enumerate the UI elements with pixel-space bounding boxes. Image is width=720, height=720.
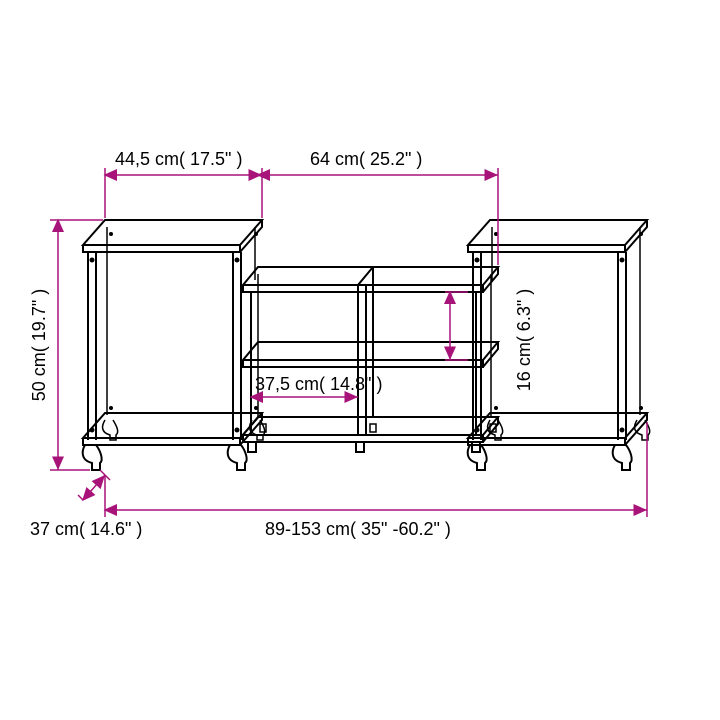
dim-top-width: 44,5 cm( 17.5" ) [115, 149, 242, 169]
furniture-diagram: 44,5 cm( 17.5" ) 64 cm( 25.2" ) 16 cm( 6… [0, 0, 720, 720]
dim-shelf-height: 16 cm( 6.3" ) [514, 289, 534, 391]
dim-depth: 37 cm( 14.6" ) [30, 519, 142, 539]
dim-center-width: 64 cm( 25.2" ) [310, 149, 422, 169]
left-table [83, 220, 265, 470]
dim-total-width: 89-153 cm( 35" -60.2" ) [265, 519, 451, 539]
dim-inner-width: 37,5 cm( 14.8" ) [255, 374, 382, 394]
dim-height: 50 cm( 19.7" ) [29, 289, 49, 401]
